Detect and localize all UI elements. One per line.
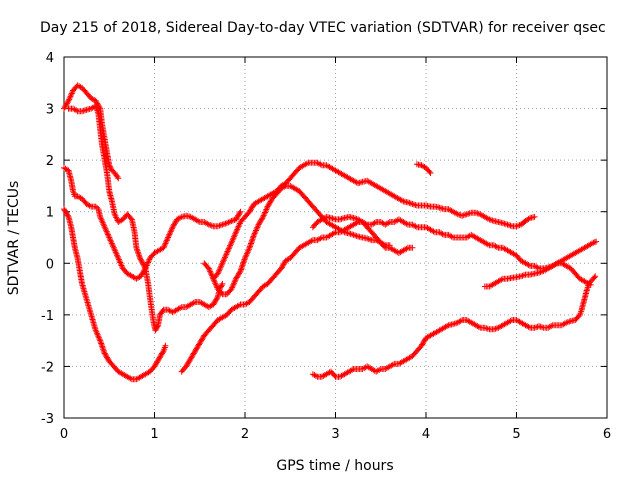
chart-title: Day 215 of 2018, Sidereal Day-to-day VTE…: [40, 20, 606, 36]
data-marks: [61, 82, 600, 383]
series-markers: [309, 213, 416, 256]
series-markers: [481, 238, 600, 290]
series-markers: [61, 82, 122, 182]
series-markers: [309, 273, 599, 380]
series-markers: [210, 159, 538, 282]
series-track-3: [61, 164, 244, 282]
series-markers: [413, 161, 434, 176]
x-tick-label: 0: [60, 427, 68, 442]
y-tick-label: 1: [46, 206, 54, 221]
series-track-5: [178, 216, 594, 375]
x-tick-label: 1: [150, 427, 158, 442]
series-markers: [61, 164, 244, 282]
x-tick-label: 4: [422, 427, 430, 442]
x-tick-label: 5: [512, 427, 520, 442]
x-tick-label: 2: [241, 427, 249, 442]
series-track-7: [210, 159, 538, 282]
y-tick-label: 0: [46, 257, 54, 272]
y-tick-label: 3: [46, 103, 54, 118]
y-tick-label: 2: [46, 154, 54, 169]
series-track-8: [309, 213, 416, 256]
y-tick-label: 4: [46, 51, 54, 66]
x-tick-label: 6: [603, 427, 611, 442]
series-markers: [61, 206, 169, 383]
series-track-1: [61, 82, 122, 182]
y-tick-label: -2: [41, 360, 54, 375]
series-markers: [178, 216, 594, 375]
axis-ticks: 0 1 2 3 4 5 6 -3 -2 -1 0 1 2 3 4: [41, 51, 611, 442]
series-markers: [65, 103, 226, 334]
series-track-9: [413, 161, 434, 176]
y-tick-label: -3: [41, 412, 54, 427]
series-track-4: [61, 206, 169, 383]
series-track-11: [481, 238, 600, 290]
y-axis-label: SDTVAR / TECUs: [6, 181, 22, 296]
y-tick-label: -1: [41, 309, 54, 324]
x-axis-label: GPS time / hours: [276, 458, 393, 474]
x-tick-label: 3: [331, 427, 339, 442]
series-track-10: [309, 273, 599, 380]
series-track-2: [65, 103, 226, 334]
grid-lines: [64, 57, 607, 418]
